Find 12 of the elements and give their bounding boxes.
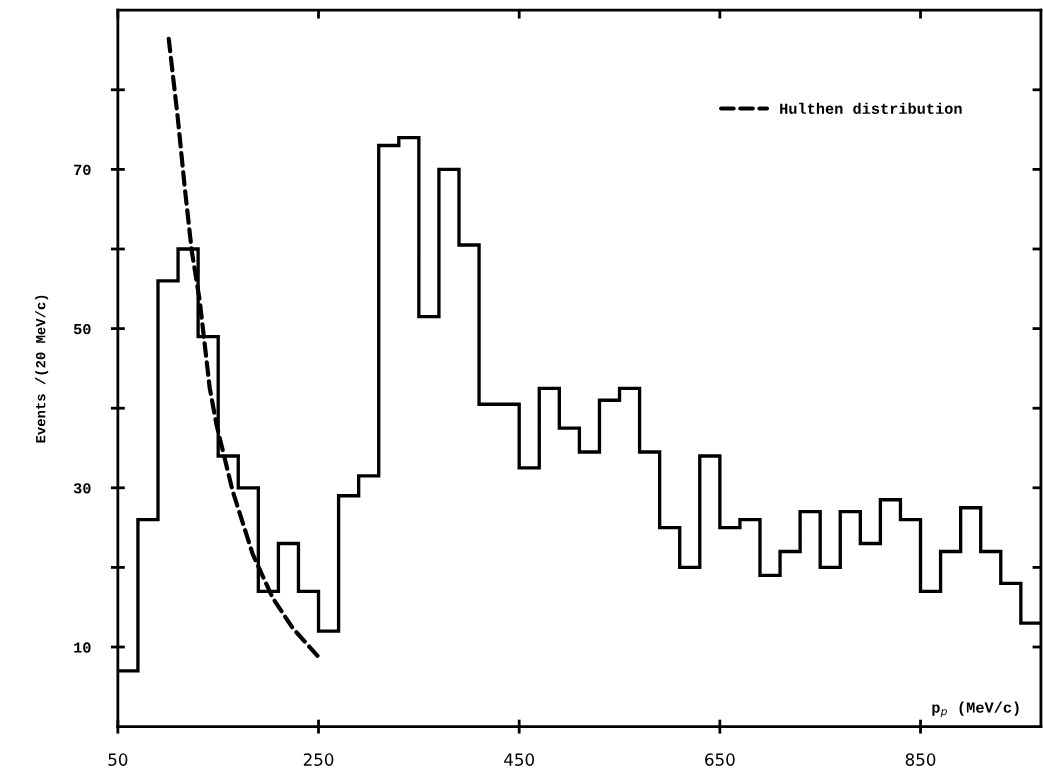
legend-label: Hulthen distribution xyxy=(780,102,962,114)
y-tick-label: 10 xyxy=(74,642,91,653)
y-tick-label: 50 xyxy=(73,323,91,335)
x-tick-label: 250 xyxy=(303,753,334,766)
x-tick-label: 850 xyxy=(905,753,936,766)
y-tick-label: 70 xyxy=(74,164,91,176)
x-axis-title: p$_{p}$ (MeV/c) xyxy=(932,701,1019,718)
y-tick-label: 30 xyxy=(73,483,91,494)
x-tick-label: 450 xyxy=(504,753,534,766)
y-axis-title: Events /(20 MeV/c) xyxy=(35,295,49,443)
x-tick-label: 650 xyxy=(705,753,735,766)
x-tick-label: 50 xyxy=(108,753,128,766)
